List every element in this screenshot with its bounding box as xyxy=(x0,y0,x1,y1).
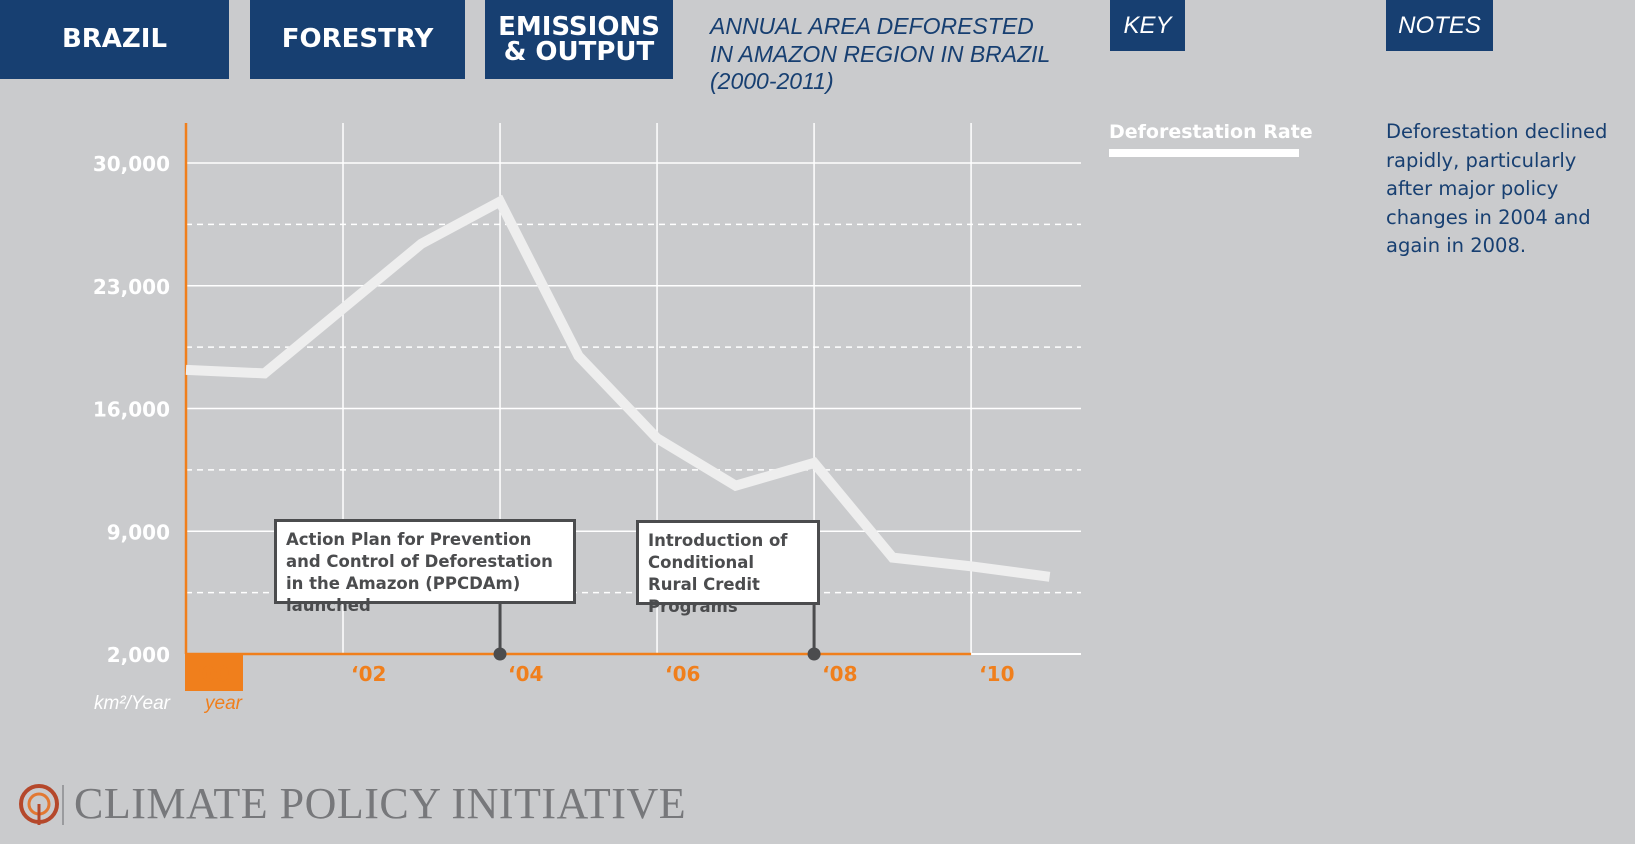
tab-forestry[interactable]: FORESTRY xyxy=(250,0,465,79)
key-heading: KEY xyxy=(1110,0,1185,51)
y-tick-label: 9,000 xyxy=(107,520,170,544)
annotation-markers xyxy=(493,603,821,661)
x-axis-label: year xyxy=(203,693,243,714)
cpi-logo-icon xyxy=(19,784,64,825)
annotation-marker xyxy=(493,647,507,661)
tab-emissions-output-label: EMISSIONS & OUTPUT xyxy=(498,11,660,67)
chart-title: ANNUAL AREA DEFORESTED IN AMAZON REGION … xyxy=(710,13,1050,94)
y-tick-label: 16,000 xyxy=(93,398,170,422)
x-tick-label: ‘08 xyxy=(822,662,857,686)
legend-swatch xyxy=(1109,149,1299,157)
y-tick-label: 23,000 xyxy=(93,275,170,299)
tab-brazil-label: BRAZIL xyxy=(61,24,168,54)
legend-label: Deforestation Rate xyxy=(1109,121,1313,143)
x-tick-label: ‘10 xyxy=(979,662,1014,686)
y-tick-label: 2,000 xyxy=(107,643,170,667)
tick-labels: 2,000 9,000 16,000 23,000 30,000 ‘00 ‘02 ‘04 ‘06… xyxy=(93,152,1015,714)
tab-emissions-output[interactable]: EMISSIONS & OUTPUT xyxy=(485,0,673,79)
cpi-logo: CLIMATE POLICY INITIATIVE xyxy=(18,781,686,827)
notes-text: Deforestation declined rapidly, particul… xyxy=(1386,120,1608,257)
notes-heading: NOTES xyxy=(1386,0,1493,51)
org-name: CLIMATE POLICY INITIATIVE xyxy=(74,779,687,828)
annotation-marker xyxy=(807,647,821,661)
annotation-rural-credit: Introduction of Conditional Rural Credit… xyxy=(636,520,820,616)
series xyxy=(185,194,1051,582)
axes xyxy=(184,123,1081,656)
x-tick-label: ‘06 xyxy=(665,662,700,686)
y-axis-label: km²/Year xyxy=(94,693,171,714)
x-tick-label: ‘04 xyxy=(508,662,543,686)
tab-forestry-label: FORESTRY xyxy=(281,24,434,54)
x-tick-label: ‘00 xyxy=(194,662,229,686)
x-tick-label: ‘02 xyxy=(351,662,386,686)
x-tick-highlight xyxy=(185,654,243,691)
series-line-deforestation-rate xyxy=(185,194,1051,582)
y-tick-label: 30,000 xyxy=(93,152,170,176)
tab-brazil[interactable]: BRAZIL xyxy=(0,0,229,79)
annotation-ppcdam: Action Plan for Prevention and Control o… xyxy=(274,519,576,615)
